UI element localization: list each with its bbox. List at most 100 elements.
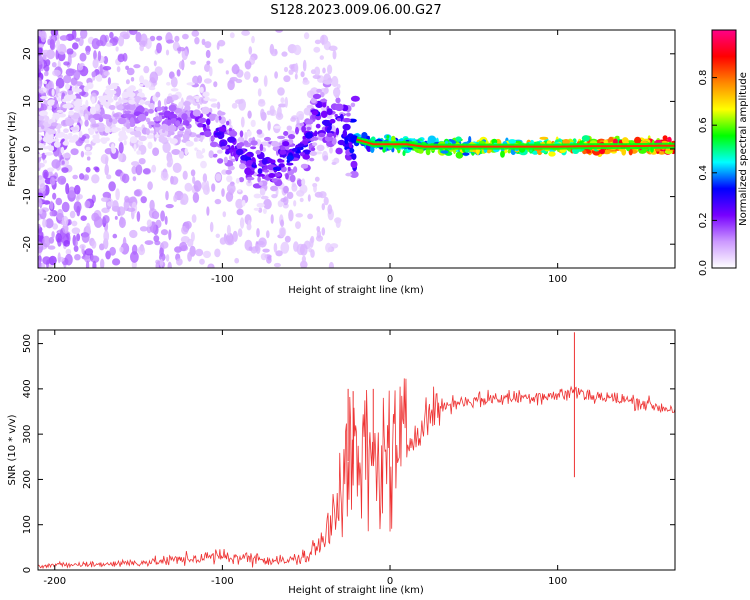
heatmap-cell — [244, 60, 252, 70]
heatmap-cell — [225, 238, 235, 246]
heatmap-cell — [270, 214, 274, 224]
heatmap-cell — [153, 211, 160, 220]
heatmap-cell — [326, 126, 331, 134]
heatmap-cell — [137, 113, 147, 122]
heatmap-cell — [92, 137, 101, 144]
heatmap-cell — [231, 102, 238, 109]
heatmap-cell — [73, 201, 82, 213]
heatmap-cell — [241, 30, 251, 36]
heatmap-cell — [51, 159, 61, 169]
heatmap-cell — [250, 140, 258, 146]
heatmap-cell — [275, 250, 283, 257]
heatmap-cell — [252, 161, 256, 166]
heatmap-cell — [208, 264, 213, 268]
heatmap-cell — [335, 219, 341, 229]
heatmap-cell — [333, 87, 341, 98]
heatmap-cell — [146, 128, 150, 136]
heatmap-cell — [283, 75, 291, 83]
heatmap-cell — [240, 116, 245, 128]
heatmap-cell — [167, 156, 174, 167]
heatmap-cell — [94, 167, 100, 173]
heatmap-cell — [320, 110, 328, 119]
heatmap-cell — [102, 66, 112, 71]
heatmap-cell — [238, 177, 245, 183]
heatmap-cell — [314, 66, 321, 77]
heatmap-cell — [105, 42, 113, 47]
heatmap-cell — [73, 88, 83, 93]
heatmap-cell — [168, 104, 177, 112]
heatmap-cell — [293, 200, 297, 207]
heatmap-cell — [39, 110, 48, 117]
heatmap-cell — [282, 196, 289, 206]
heatmap-cell — [97, 50, 102, 62]
heatmap-cell — [149, 35, 156, 42]
heatmap-cell — [84, 151, 92, 156]
heatmap-cell — [195, 248, 204, 257]
heatmap-cell — [102, 207, 107, 213]
heatmap-cell — [56, 209, 64, 221]
heatmap-cell — [238, 189, 242, 193]
heatmap-cell — [124, 195, 130, 203]
heatmap-cell — [38, 115, 45, 121]
heatmap-cell — [337, 139, 346, 146]
heatmap-cell — [52, 192, 57, 200]
heatmap-cell — [548, 151, 556, 157]
heatmap-cell — [293, 44, 302, 56]
heatmap-cell — [85, 222, 91, 235]
heatmap-cell — [219, 237, 227, 245]
heatmap-cell — [243, 140, 249, 146]
heatmap-cell — [306, 119, 314, 125]
heatmap-cell — [314, 39, 321, 45]
heatmap-cell — [289, 64, 294, 70]
heatmap-cell — [134, 126, 143, 131]
colorbar-gradient — [712, 30, 736, 268]
heatmap-cell — [51, 61, 57, 68]
heatmap-cell — [88, 128, 95, 135]
heatmap-cell — [42, 169, 49, 179]
heatmap-cell — [255, 149, 261, 155]
heatmap-cell — [314, 176, 320, 182]
heatmap-cell — [260, 108, 265, 119]
heatmap-cell — [190, 169, 196, 177]
heatmap-y-tick-label: 20 — [22, 47, 33, 60]
heatmap-cell — [316, 226, 321, 232]
heatmap-cell — [274, 71, 278, 79]
heatmap-cell — [48, 146, 55, 152]
snr-y-tick-label: 0 — [22, 567, 33, 573]
heatmap-cell — [321, 35, 325, 46]
snr-y-tick-label: 200 — [22, 470, 33, 489]
heatmap-cell — [230, 145, 235, 150]
heatmap-cell — [49, 38, 55, 50]
heatmap-cell — [160, 171, 169, 181]
heatmap-cell — [197, 122, 204, 128]
snr-x-tick-label: 0 — [387, 576, 393, 587]
heatmap-cell — [280, 97, 285, 104]
heatmap-cell — [184, 182, 193, 192]
heatmap-cell — [160, 229, 169, 236]
heatmap-cell — [57, 135, 62, 138]
heatmap-cell — [106, 174, 112, 180]
heatmap-cell — [194, 95, 201, 100]
heatmap-cell — [615, 135, 620, 140]
heatmap-cell — [275, 112, 284, 120]
heatmap-cell — [318, 191, 327, 199]
heatmap-cell — [286, 162, 294, 166]
heatmap-cell — [92, 260, 97, 268]
heatmap-cell — [260, 253, 267, 261]
heatmap-cell — [138, 135, 147, 142]
heatmap-cell — [99, 63, 103, 76]
heatmap-cell — [168, 124, 177, 132]
heatmap-cell — [286, 191, 294, 200]
heatmap-cell — [71, 30, 77, 40]
heatmap-cell — [70, 148, 79, 156]
heatmap-cell — [321, 203, 325, 211]
heatmap-cell — [91, 96, 96, 105]
heatmap-cell — [39, 183, 46, 192]
heatmap-cell — [191, 214, 197, 223]
heatmap-cell — [257, 168, 263, 175]
heatmap-cell — [196, 98, 200, 103]
heatmap-cell — [212, 154, 218, 158]
heatmap-cell — [176, 47, 186, 52]
heatmap-cell — [581, 135, 591, 142]
heatmap-cell — [280, 166, 287, 173]
